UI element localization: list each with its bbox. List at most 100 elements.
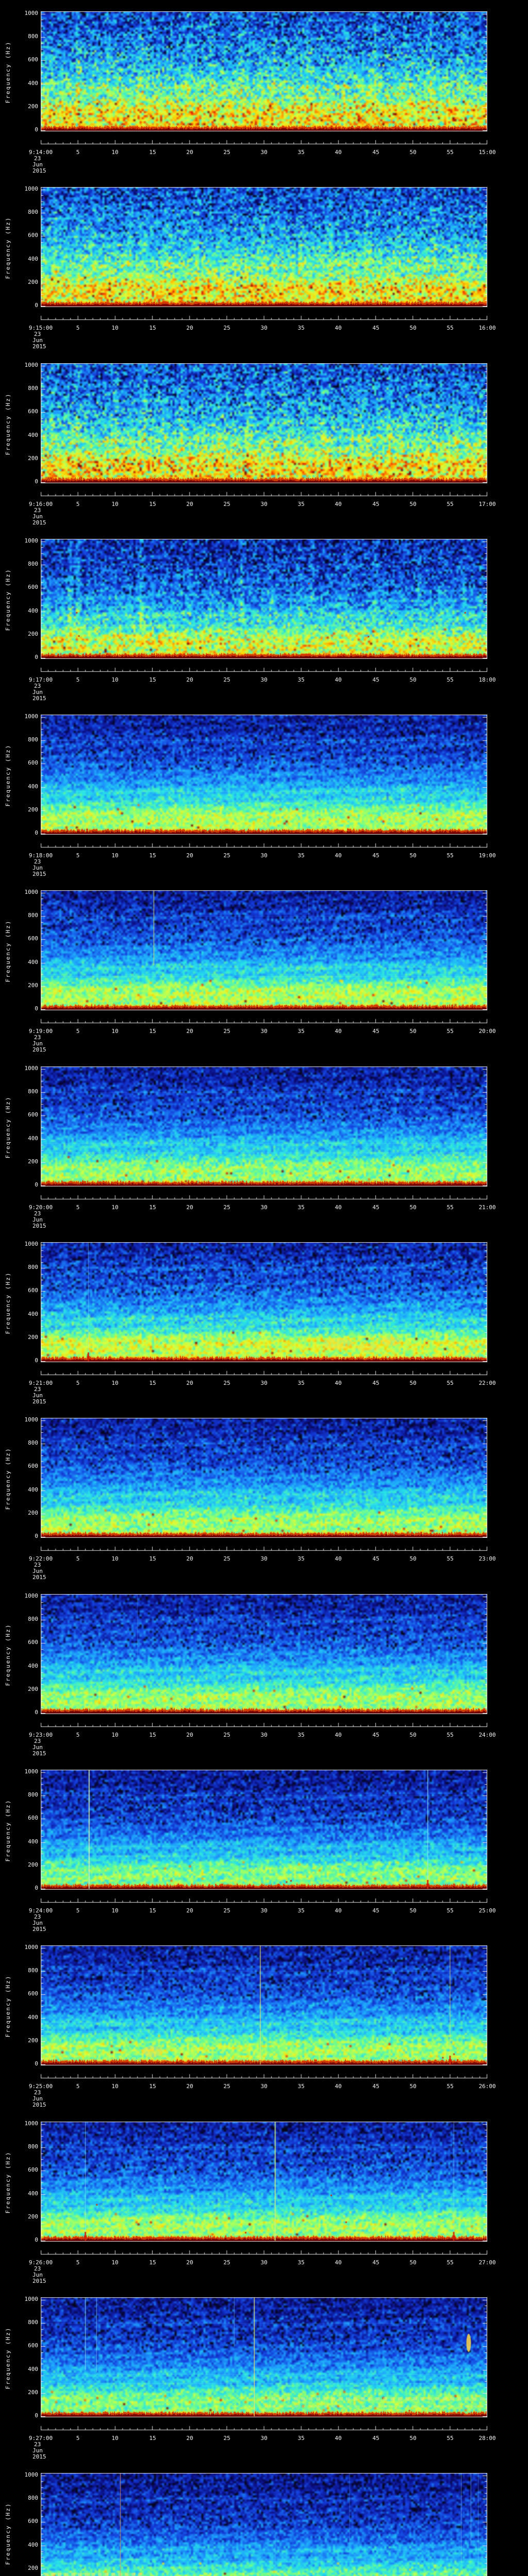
x-axis-tick-label: 50 <box>409 1555 417 1562</box>
y-axis-tick-label: 600 <box>28 2342 38 2349</box>
date-year-label: 2015 <box>32 167 46 174</box>
spectrogram-image <box>41 2297 487 2417</box>
date-day-label: 23 <box>34 683 41 689</box>
x-axis-end-label: 20:00 <box>478 1028 496 1035</box>
y-axis-title: Frequency (Hz) <box>5 2502 11 2565</box>
y-axis-tick-label: 600 <box>28 2518 38 2524</box>
y-axis-tick-label: 800 <box>28 2143 38 2150</box>
x-axis-tick-label: 35 <box>298 1204 305 1211</box>
x-axis-tick-label: 30 <box>260 676 268 683</box>
spectrogram-panel: Frequency (Hz) 1000 800 600 400 200 0 9:19:00 5 1… <box>0 879 528 1055</box>
x-axis-tick-label: 50 <box>409 676 417 683</box>
y-axis-tick-label: 0 <box>35 1885 38 1891</box>
x-axis-tick-label: 50 <box>409 1204 417 1211</box>
y-axis-tick-label: 400 <box>28 256 38 262</box>
x-axis-tick-label: 25 <box>223 2435 230 2442</box>
y-axis-tick-label: 1000 <box>24 1065 39 1072</box>
y-axis-tick-label: 400 <box>28 80 38 87</box>
date-month-label: Jun <box>32 161 43 168</box>
x-axis-tick-label: 5 <box>76 2083 80 2090</box>
x-axis-tick-label: 40 <box>335 1732 342 1738</box>
x-axis <box>41 666 487 672</box>
spectrogram-image <box>41 715 487 835</box>
y-axis-tick-label: 600 <box>28 1111 38 1118</box>
date-month-label: Jun <box>32 689 43 696</box>
x-axis-tick-label: 15 <box>149 852 156 859</box>
x-axis-tick-label: 10 <box>111 2435 119 2442</box>
y-axis-title: Frequency (Hz) <box>5 1623 11 1686</box>
x-axis-tick-label: 50 <box>409 1028 417 1035</box>
x-axis-end-label: 27:00 <box>478 2259 496 2266</box>
x-axis-tick-label: 10 <box>111 1028 119 1035</box>
y-axis-tick-label: 600 <box>28 1287 38 1294</box>
x-axis-tick-label: 30 <box>260 2259 268 2266</box>
spectrogram-image <box>41 1242 487 1362</box>
date-year-label: 2015 <box>32 2453 46 2460</box>
y-axis-tick-label: 800 <box>28 2495 38 2501</box>
x-axis-tick-label: 40 <box>335 1907 342 1914</box>
x-axis <box>41 2425 487 2431</box>
x-axis-tick-label: 5 <box>76 852 80 859</box>
y-axis-tick-label: 600 <box>28 584 38 590</box>
y-axis-tick-label: 1000 <box>24 185 39 192</box>
x-axis-tick-label: 35 <box>298 2083 305 2090</box>
y-axis-title: Frequency (Hz) <box>5 1272 11 1334</box>
y-axis-tick-label: 1000 <box>24 1944 39 1951</box>
x-axis-tick-label: 20 <box>186 2083 193 2090</box>
x-axis-tick-label: 25 <box>223 1555 230 1562</box>
x-axis-tick-label: 10 <box>111 1555 119 1562</box>
y-axis-tick-label: 200 <box>28 806 38 813</box>
x-axis-tick-label: 40 <box>335 2259 342 2266</box>
x-axis-start-label: 9:24:00 <box>28 1907 53 1914</box>
spectrogram-panel: Frequency (Hz) 1000 800 600 400 200 0 9:22:00 5 1… <box>0 1406 528 1582</box>
x-axis-tick-label: 10 <box>111 2083 119 2090</box>
x-axis-tick-label: 55 <box>447 1555 454 1562</box>
x-axis-tick-label: 40 <box>335 1028 342 1035</box>
x-axis-tick-label: 15 <box>149 149 156 156</box>
x-axis-tick-label: 20 <box>186 501 193 507</box>
x-axis-end-label: 26:00 <box>478 2083 496 2090</box>
spectrogram-image <box>41 1770 487 1890</box>
x-axis-start-label: 9:26:00 <box>28 2259 53 2266</box>
x-axis-tick-label: 30 <box>260 1907 268 1914</box>
y-axis-title: Frequency (Hz) <box>5 568 11 631</box>
x-axis-tick-label: 35 <box>298 1732 305 1738</box>
y-axis-tick-label: 400 <box>28 432 38 438</box>
x-axis-tick-label: 20 <box>186 1028 193 1035</box>
x-axis-tick-label: 50 <box>409 1907 417 1914</box>
x-axis <box>41 1721 487 1727</box>
x-axis-end-label: 17:00 <box>478 501 496 507</box>
x-axis <box>41 1018 487 1024</box>
x-axis-tick-label: 25 <box>223 2259 230 2266</box>
date-year-label: 2015 <box>32 1046 46 1053</box>
x-axis-end-label: 28:00 <box>478 2435 496 2442</box>
date-month-label: Jun <box>32 1040 43 1047</box>
x-axis-tick-label: 25 <box>223 676 230 683</box>
date-month-label: Jun <box>32 1920 43 1926</box>
date-day-label: 23 <box>34 1913 41 1920</box>
x-axis-tick-label: 10 <box>111 501 119 507</box>
x-axis-tick-label: 10 <box>111 1380 119 1386</box>
y-axis-tick-label: 600 <box>28 2166 38 2173</box>
x-axis <box>41 842 487 848</box>
date-year-label: 2015 <box>32 695 46 702</box>
x-axis-end-label: 16:00 <box>478 325 496 331</box>
x-axis-tick-label: 45 <box>372 1732 380 1738</box>
y-axis-title: Frequency (Hz) <box>5 1975 11 2038</box>
y-axis-tick-label: 400 <box>28 607 38 614</box>
y-axis-tick-label: 600 <box>28 1463 38 1469</box>
spectrogram-panel: Frequency (Hz) 1000 800 600 400 200 0 9:23:00 5 1… <box>0 1583 528 1758</box>
x-axis-tick-label: 40 <box>335 1204 342 1211</box>
y-axis-tick-label: 600 <box>28 1639 38 1646</box>
y-axis-tick-label: 800 <box>28 209 38 215</box>
x-axis-tick-label: 30 <box>260 1204 268 1211</box>
x-axis-tick-label: 25 <box>223 1907 230 1914</box>
x-axis-tick-label: 35 <box>298 676 305 683</box>
y-axis-tick-label: 200 <box>28 2037 38 2044</box>
spectrogram-panel: Frequency (Hz) 1000 800 600 400 200 0 9:18:00 5 1… <box>0 703 528 879</box>
x-axis-tick-label: 20 <box>186 1380 193 1386</box>
x-axis-start-label: 9:20:00 <box>28 1204 53 1211</box>
x-axis-tick-label: 55 <box>447 501 454 507</box>
x-axis-tick-label: 55 <box>447 1204 454 1211</box>
